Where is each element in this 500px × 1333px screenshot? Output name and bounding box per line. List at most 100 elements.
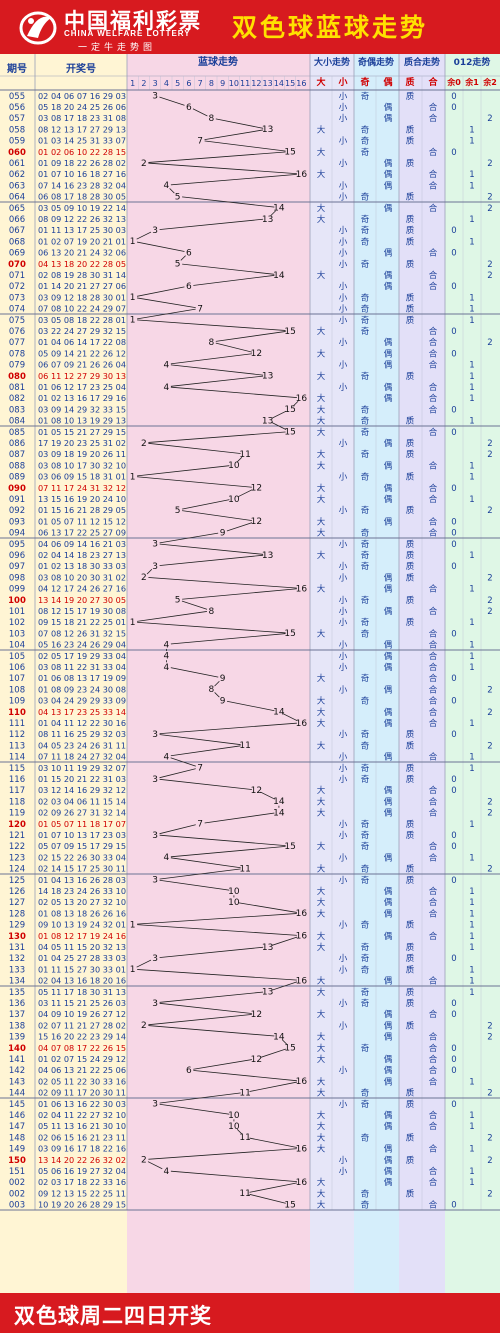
blue-ball-value: 9 xyxy=(220,674,226,684)
mod3-cell: 0 xyxy=(451,428,456,438)
blue-ball-value: 15 xyxy=(284,405,295,415)
size-cell: 小 xyxy=(339,136,348,147)
table-row: 055 02 04 06 07 16 29 03 小 奇 质 0 xyxy=(9,91,457,102)
numbers-cell: 17 19 20 23 25 31 02 xyxy=(38,438,126,448)
size-cell: 小 xyxy=(339,920,348,931)
period-cell: 133 xyxy=(9,965,25,975)
numbers-cell: 03 08 17 18 23 31 08 xyxy=(38,113,126,123)
period-cell: 084 xyxy=(9,417,25,427)
blue-ball-point xyxy=(139,572,149,582)
table-row: 143 02 05 11 22 30 33 16 大 偶 合 1 xyxy=(9,1076,475,1087)
prime-cell: 质 xyxy=(406,953,415,964)
period-cell: 125 xyxy=(9,876,25,886)
numbers-cell: 07 08 12 26 31 32 15 xyxy=(38,628,126,638)
size-cell: 大 xyxy=(317,1188,326,1199)
numbers-cell: 02 05 17 19 29 33 04 xyxy=(38,651,126,661)
numbers-cell: 08 09 12 22 26 32 13 xyxy=(38,214,126,224)
prime-cell: 合 xyxy=(429,180,438,191)
mod3-cell: 1 xyxy=(469,137,474,147)
period-cell: 064 xyxy=(9,193,25,203)
table-row: 146 02 04 11 22 27 32 10 大 偶 合 1 xyxy=(9,1110,475,1121)
parity-cell: 奇 xyxy=(361,259,370,270)
parity-cell: 偶 xyxy=(384,1177,393,1188)
blue-ball-point xyxy=(184,281,194,291)
period-cell: 072 xyxy=(9,282,25,292)
prime-cell: 质 xyxy=(406,236,415,247)
prime-cell: 合 xyxy=(429,651,438,662)
numbers-cell: 01 04 11 12 22 30 16 xyxy=(38,718,126,728)
blue-header: 蓝球走势 xyxy=(198,55,238,68)
numbers-header: 开奖号 xyxy=(66,62,96,75)
prime-cell: 合 xyxy=(429,886,438,897)
size-cell: 小 xyxy=(339,438,348,449)
blue-ball-value: 8 xyxy=(209,114,215,124)
size-cell: 小 xyxy=(339,1099,348,1110)
numbers-cell: 05 11 17 18 30 31 13 xyxy=(38,987,126,997)
numbers-cell: 02 15 22 26 30 33 04 xyxy=(38,852,126,862)
parity-column-bg xyxy=(354,54,399,1293)
table-row: 060 01 02 06 10 22 28 15 大 奇 合 0 xyxy=(8,147,457,158)
blue-ball-value: 7 xyxy=(197,136,203,146)
prime-cell: 合 xyxy=(429,931,438,942)
blue-ball-value: 11 xyxy=(239,1189,250,1199)
prime-cell: 质 xyxy=(406,259,415,270)
prime-cell: 合 xyxy=(429,460,438,471)
parity-cell: 偶 xyxy=(384,606,393,617)
blue-ball-value: 10 xyxy=(228,898,240,908)
numbers-cell: 02 08 19 28 30 31 14 xyxy=(38,270,126,280)
period-cell: 126 xyxy=(9,887,25,897)
mod3-cell: 1 xyxy=(469,293,474,303)
blue-ball-value: 15 xyxy=(284,842,295,852)
parity-cell: 偶 xyxy=(384,113,393,124)
blue-ball-point xyxy=(285,427,295,437)
parity-cell: 奇 xyxy=(361,539,370,550)
size-cell: 小 xyxy=(339,1020,348,1031)
blue-ball-point xyxy=(274,796,284,806)
blue-ball-value: 10 xyxy=(228,1111,240,1121)
blue-ball-point xyxy=(161,359,171,369)
mod3-cell: 2 xyxy=(487,1133,492,1143)
mod3-cell: 2 xyxy=(487,506,492,516)
blue-ball-point xyxy=(274,270,284,280)
size-cell: 小 xyxy=(339,763,348,774)
numbers-cell: 04 09 10 19 26 27 12 xyxy=(38,1009,126,1019)
blue-ball-value: 15 xyxy=(284,428,295,438)
parity-cell: 奇 xyxy=(361,505,370,516)
table-row: 080 06 11 12 27 29 30 13 大 奇 质 1 xyxy=(8,371,475,382)
blue-ball-value: 3 xyxy=(152,954,158,964)
blue-ball-point xyxy=(173,259,183,269)
blue-ball-value: 9 xyxy=(220,696,226,706)
blue-tick-label: 14 xyxy=(274,79,284,88)
size-cell: 大 xyxy=(317,483,326,494)
prime-cell: 质 xyxy=(406,225,415,236)
prime-cell: 质 xyxy=(406,998,415,1009)
mod3-cell: 1 xyxy=(469,719,474,729)
period-cell: 089 xyxy=(9,473,25,483)
table-row: 114 07 11 18 24 27 32 04 小 偶 合 1 xyxy=(9,752,475,763)
blue-ball-value: 16 xyxy=(296,1178,308,1188)
numbers-cell: 01 11 15 27 30 33 01 xyxy=(38,964,126,974)
size-cell: 小 xyxy=(339,382,348,393)
mod3-cell: 1 xyxy=(469,383,474,393)
parity-cell: 奇 xyxy=(361,763,370,774)
table-row: 123 02 15 22 26 30 33 04 小 偶 合 1 xyxy=(9,852,475,863)
blue-ball-point xyxy=(150,774,160,784)
numbers-cell: 13 15 16 19 20 24 10 xyxy=(38,494,126,504)
period-cell: 066 xyxy=(9,215,25,225)
blue-ball-point xyxy=(296,718,306,728)
size-cell: 大 xyxy=(317,864,326,875)
blue-ball-point xyxy=(195,135,205,145)
blue-ball-value: 4 xyxy=(164,752,170,762)
numbers-cell: 02 04 13 16 18 20 16 xyxy=(38,976,126,986)
table-row: 056 05 18 20 24 25 26 06 小 偶 合 0 xyxy=(9,102,457,113)
period-cell: 111 xyxy=(9,719,25,729)
period-cell: 098 xyxy=(9,573,25,583)
table-row: 076 03 22 24 27 29 32 15 大 奇 合 0 xyxy=(9,326,457,337)
parity-cell: 偶 xyxy=(384,203,393,214)
parity-cell: 奇 xyxy=(361,953,370,964)
size-cell: 大 xyxy=(317,584,326,595)
footer-draw-days: 双色球周二四日开奖 xyxy=(14,1305,212,1328)
blue-ball-point xyxy=(263,214,273,224)
blue-ball-value: 1 xyxy=(130,237,136,247)
blue-tick-label: 3 xyxy=(153,79,158,88)
